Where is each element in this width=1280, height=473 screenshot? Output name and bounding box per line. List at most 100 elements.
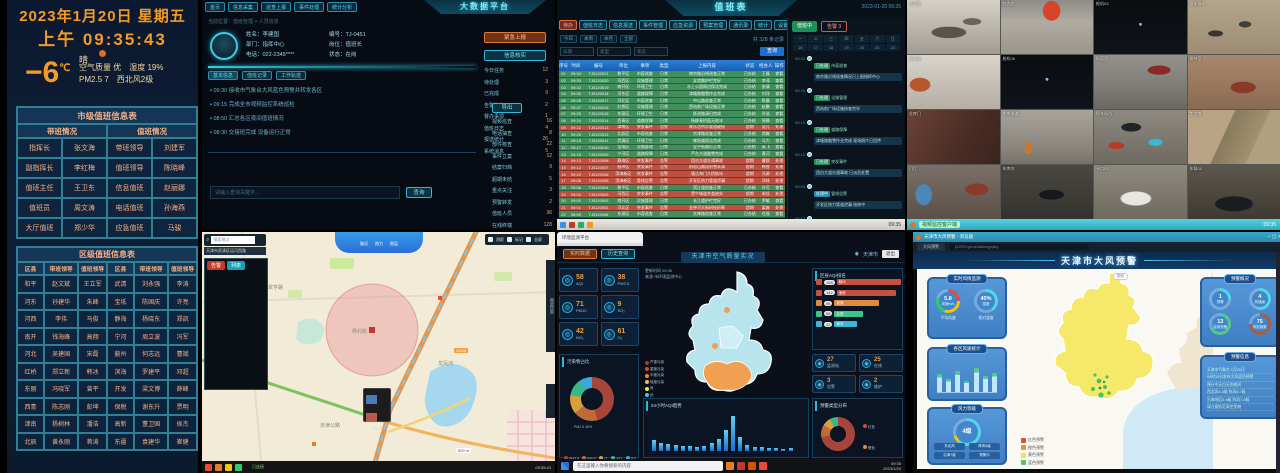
table-row[interactable]: 21 09:01 TJ0120001 河北区 突发事件 告警 金钟河大街树枝折断 超期 梁爽 处理 xyxy=(559,204,785,212)
windows-taskbar[interactable]: 在这里输入你要搜索的内容 09:35 2023/1/20 xyxy=(557,459,905,473)
ranking-row[interactable]: 158 蓟州 xyxy=(816,279,901,285)
feed-item[interactable]: 09:05 处理中 管线告警 开发区热力管道泄漏 抢修中 xyxy=(790,182,903,209)
camera-tile[interactable]: 卡口01 xyxy=(1094,165,1187,219)
banner-mode[interactable]: 图层 xyxy=(390,232,398,250)
table-row[interactable]: 08 09:24 TJ0120014 西青区 道路保障 日常 杨柳青桥面无结冰 已办结 周静 查看 xyxy=(559,117,785,125)
list-item[interactable]: 值班人员 36 xyxy=(492,210,552,217)
side-strip[interactable] xyxy=(546,384,555,418)
ranking-row[interactable]: 142 宝坻 xyxy=(816,289,901,296)
tool-icon[interactable] xyxy=(526,237,531,242)
table-row[interactable]: 02 09:33 TJ0120020 河西区 设施管理 日常 友谊路护栏完好 已办结 李涛 查看 xyxy=(559,77,785,85)
filter-chip[interactable]: 今日 xyxy=(560,35,577,43)
filter-input[interactable]: 状态 xyxy=(634,47,668,56)
camera-tile[interactable]: 仓库门 xyxy=(907,110,1000,164)
city-selector[interactable]: 天津市 xyxy=(862,251,878,258)
list-item[interactable]: 系统消息 5 xyxy=(484,148,548,155)
history-button[interactable]: 历史查询 xyxy=(601,249,635,259)
start-button[interactable] xyxy=(561,462,569,470)
map-search-bar[interactable]: ⌕ 搜索地点 xyxy=(204,234,266,246)
map-toolbar[interactable]: 测距 标记 全屏 xyxy=(485,234,549,245)
stat-card[interactable]: ◎ 61 O₃ xyxy=(600,322,639,346)
search-result-item[interactable]: 天津市武清区运河西路 xyxy=(204,247,266,255)
list-item[interactable]: 在线终端 128 xyxy=(492,222,552,229)
table-row[interactable]: 18 09:06 TJ0120004 和平区 市容巡查 日常 滨江道巡查正常 已办结 许可 查看 xyxy=(559,184,785,192)
app-icon[interactable] xyxy=(587,221,593,228)
app-icon[interactable] xyxy=(235,463,242,471)
table-row[interactable]: 13 09:15 TJ0120009 宁河区 道路保障 日常 芦台大道融雪完成 已办结 黄河 查看 xyxy=(559,151,785,158)
table-row[interactable]: 22 08:59 TJ0119098 东丽区 市容巡查 日常 先锋路巡查正常 已办结 任强 查看 xyxy=(559,211,785,218)
filter-input[interactable]: 类型 xyxy=(597,47,631,56)
env-map[interactable] xyxy=(675,270,795,396)
app-icon[interactable] xyxy=(726,462,734,470)
list-item[interactable]: 部件核查 22 xyxy=(492,141,552,148)
table-body[interactable]: 01 09:34 TJ0120021 和平区 市容巡查 日常 南京路沿线巡查正常 已办结 王磊查… xyxy=(559,71,785,218)
search-input[interactable]: 搜索地点 xyxy=(211,236,256,244)
banner-mode[interactable]: 热力 xyxy=(375,232,383,250)
client-icon[interactable] xyxy=(910,221,916,228)
camera-tile[interactable]: 工地南 xyxy=(1187,110,1280,164)
duty-tab[interactable]: 待办 xyxy=(559,20,578,30)
scrollbar[interactable] xyxy=(1276,252,1280,473)
camera-tile[interactable]: 接待室 xyxy=(1187,55,1280,109)
duty-tab[interactable]: 预案管理 xyxy=(699,20,728,30)
mini-stat-card[interactable]: ◉ 2 维护 xyxy=(859,375,903,393)
mini-stat-card[interactable]: ◉ 25 在线 xyxy=(859,354,903,372)
list-item[interactable]: 事件立案 12 xyxy=(492,153,552,160)
calendar-date[interactable]: 20 xyxy=(854,44,870,51)
tool-icon[interactable] xyxy=(507,237,512,242)
table-row[interactable]: 04 09:30 TJ0120018 河东区 道路保障 日常 津塘路融雪作业完成 已办结 刘洋查… xyxy=(559,91,785,98)
calendar-date[interactable]: 21 xyxy=(870,44,885,51)
camera-tile[interactable]: 枪机03 xyxy=(1094,0,1187,54)
ranking-row[interactable]: 56 北辰 xyxy=(816,310,901,317)
app-icon[interactable] xyxy=(215,463,222,471)
list-item[interactable]: 重点关注 3 xyxy=(492,187,552,194)
legend-chip[interactable]: 图例 xyxy=(1113,273,1128,280)
app-icon[interactable] xyxy=(759,462,767,470)
calendar-date[interactable]: 22 xyxy=(885,44,900,51)
query-button[interactable]: 查询 xyxy=(760,47,784,56)
stat-card[interactable]: ◎ 42 NO₂ xyxy=(559,322,598,346)
calendar-date[interactable]: 16 xyxy=(793,44,808,51)
table-row[interactable]: 14 09:13 TJ0120008 静海区 突发事件 告警 团泊大道交通事故 超期 曹颖 处理 xyxy=(559,157,785,165)
feed-item[interactable]: 09:19 已处理 道路保障 津塘路融雪作业完成 现场照片已回传 xyxy=(790,118,903,145)
table-row[interactable]: 16 09:10 TJ0120006 滨海新区 突发事件 告警 塘沽海门大桥结冰 超期 冯源 处理 xyxy=(559,171,785,178)
app-icon[interactable] xyxy=(205,463,212,471)
mini-calendar[interactable]: 一二三四五六日 16 17 18 19 20 21 22 xyxy=(793,35,900,51)
taskbar-search-input[interactable]: 在这里输入你要搜索的内容 xyxy=(573,461,723,471)
app-icon[interactable] xyxy=(578,221,584,228)
table-row[interactable]: 06 09:27 TJ0120016 红桥区 设施管理 日常 西站前广场设施正常 已办结 赵鹏查… xyxy=(559,104,785,112)
table-row[interactable]: 15 09:12 TJ0120007 蓟州区 突发事件 告警 府君山路段积雪未清 超期 韩雪 处理 xyxy=(559,164,785,172)
nav-button[interactable]: 统计分析 xyxy=(327,2,358,12)
duty-tab[interactable]: 事件管理 xyxy=(639,20,668,30)
stat-card[interactable]: ◎ 71 PM10 xyxy=(559,295,598,319)
section-tab[interactable]: 值班记录 xyxy=(242,71,273,80)
os-taskbar[interactable]: 09:35 xyxy=(557,219,905,230)
table-row[interactable]: 05 09:28 TJ0120017 河北区 市容巡查 日常 中山路巡查正常 已办结 陈晨 查看 xyxy=(559,97,785,105)
camera-tile[interactable]: 停车场西 xyxy=(1094,110,1187,164)
window-controls[interactable]: – ▢ ✕ xyxy=(1267,234,1280,240)
duty-tab[interactable]: 统计 xyxy=(754,20,773,30)
app-icon[interactable] xyxy=(569,221,575,228)
feed-item[interactable]: 09:26 已处理 设施管理 西站前广场设施核查完毕 xyxy=(790,86,903,113)
nav-button[interactable]: 事件处理 xyxy=(294,2,325,12)
list-item[interactable]: 报送统计 26 xyxy=(484,136,548,143)
export-button[interactable]: 导出 xyxy=(492,103,522,113)
camera-tile[interactable]: 大厅东 xyxy=(907,0,1000,54)
list-item[interactable]: 超期未结 5 xyxy=(492,176,552,183)
camera-tile[interactable]: 街面西 xyxy=(1094,55,1187,109)
app-icon[interactable] xyxy=(560,221,566,228)
filter-chip[interactable]: 本月 xyxy=(600,35,617,43)
exit-button[interactable]: 退出 xyxy=(882,250,899,258)
camera-tile[interactable]: 办公区 xyxy=(907,55,1000,109)
camera-tile[interactable]: 门厅 xyxy=(907,165,1000,219)
nav-button[interactable]: 信息采集 xyxy=(228,2,259,12)
list-item[interactable]: 视频巡查 16 xyxy=(492,118,552,125)
nav-button[interactable]: 巡查上报 xyxy=(261,2,292,12)
stat-card[interactable]: ◎ 38 PM2.5 xyxy=(600,268,639,292)
calendar-date[interactable]: 18 xyxy=(823,44,839,51)
table-row[interactable]: 19 09:04 TJ0120003 河西区 突发事件 告警 黑牛城道井盖缺失 超期 宋佳 处理 xyxy=(559,191,785,199)
feed-item[interactable]: 09:12 已处理 突发事件 团泊大道交通事故 已派员处置 xyxy=(790,150,903,177)
client-label[interactable]: 视频监控客户端 xyxy=(919,221,961,228)
table-row[interactable]: 09 09:22 TJ0120013 津南区 突发事件 告警 咸水沽供水管道破损 超期 吴凡 处理 xyxy=(559,124,785,132)
mini-stat-card[interactable]: ◉ 27 监测站 xyxy=(812,354,856,372)
